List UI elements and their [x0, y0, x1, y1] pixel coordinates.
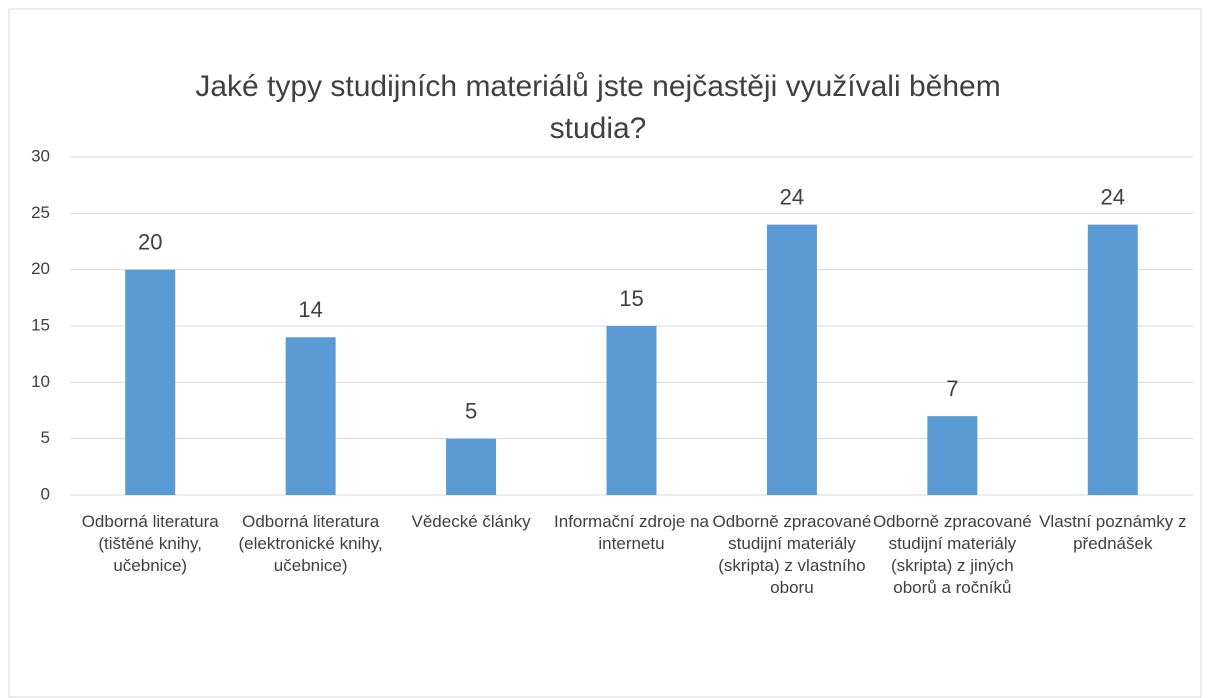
- bar: [606, 326, 657, 495]
- y-tick-label: 25: [31, 203, 50, 222]
- y-tick-label: 20: [31, 259, 50, 278]
- data-label: 24: [780, 184, 804, 209]
- x-tick-label-box: Vlastní poznámky z přednášek: [1039, 512, 1187, 553]
- data-label: 15: [619, 286, 643, 311]
- bar: [446, 438, 497, 495]
- x-tick-label: Vědecké články: [411, 512, 531, 531]
- data-label: 20: [138, 229, 162, 254]
- x-tick-label-box: Odborně zpracované studijní materiály (s…: [872, 512, 1032, 597]
- bar: [766, 224, 817, 495]
- x-tick-label: Odborná literatura (tištěné knihy, učebn…: [81, 512, 219, 575]
- chart-border: [8, 8, 1202, 698]
- y-tick-label: 10: [31, 372, 50, 391]
- x-tick-label: Informační zdroje na internetu: [554, 512, 709, 553]
- y-tick-label: 15: [31, 315, 50, 334]
- y-tick-label: 5: [41, 428, 50, 447]
- data-label: 24: [1101, 184, 1125, 209]
- x-tick-label-box: Odborná literatura (tištěné knihy, učebn…: [81, 512, 219, 575]
- bar: [927, 416, 978, 495]
- bar: [125, 269, 176, 495]
- data-label: 7: [946, 376, 958, 401]
- x-tick-label-box: Informační zdroje na internetu: [554, 512, 709, 553]
- bar: [285, 337, 336, 495]
- data-label: 5: [465, 398, 477, 423]
- x-tick-label: Odborná literatura (elektronické knihy, …: [238, 512, 383, 575]
- x-tick-label-box: Odborně zpracované studijní materiály (s…: [712, 512, 872, 597]
- x-tick-label: Vlastní poznámky z přednášek: [1039, 512, 1187, 553]
- data-label: 14: [298, 297, 322, 322]
- x-tick-label-box: Vědecké články: [411, 512, 531, 531]
- x-tick-label-box: Odborná literatura (elektronické knihy, …: [238, 512, 383, 575]
- y-tick-label: 30: [31, 146, 50, 165]
- y-tick-label: 0: [41, 484, 50, 503]
- x-tick-label: Odborně zpracované studijní materiály (s…: [872, 512, 1032, 597]
- x-tick-label: Odborně zpracované studijní materiály (s…: [712, 512, 872, 597]
- bar: [1087, 224, 1138, 495]
- chart-title: Jaké typy studijních materiálů jste nejč…: [195, 70, 1001, 145]
